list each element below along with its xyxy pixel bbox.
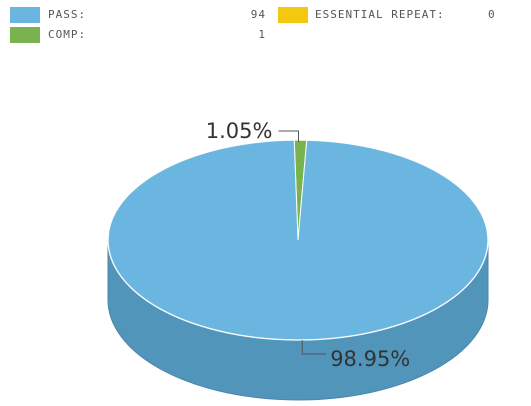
legend-swatch-comp (10, 27, 40, 43)
leader-line-pass (301, 339, 327, 355)
chart-legend: PASS: 94 ESSENTIAL REPEAT: 0 COMP: 1 (0, 0, 531, 48)
data-label-pass: 98.95% (330, 347, 410, 371)
legend-item-pass: PASS: 94 (0, 7, 280, 25)
legend-item-comp: COMP: 1 (0, 27, 280, 45)
legend-label-essential-repeat: ESSENTIAL REPEAT: (315, 8, 445, 21)
legend-value-essential-repeat: 0 (488, 8, 496, 21)
legend-label-comp: COMP: (48, 28, 87, 41)
data-label-comp: 1.05% (206, 119, 273, 143)
legend-swatch-pass (10, 7, 40, 23)
legend-item-essential-repeat: ESSENTIAL REPEAT: 0 (278, 7, 531, 25)
leader-line-comp (278, 130, 299, 143)
legend-value-pass: 94 (250, 8, 266, 21)
legend-value-comp: 1 (258, 28, 266, 41)
legend-swatch-essential-repeat (278, 7, 308, 23)
legend-label-pass: PASS: (48, 8, 87, 21)
